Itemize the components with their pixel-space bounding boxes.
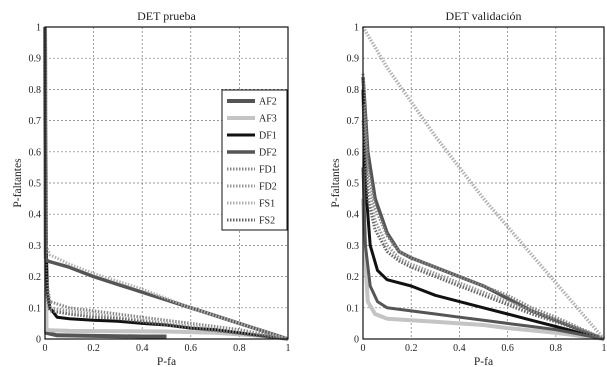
series-line-fs1 [43,26,289,341]
series-line-fd2 [361,104,605,341]
y-tick-label: 0.1 [347,303,360,314]
y-tick-label: 0.3 [29,241,42,252]
legend-box [221,89,288,231]
chart-title: DET validación [445,9,521,23]
det-prueba-chart: 0 0.2 0.4 0.6 0.8 1 0 0.1 0.2 0.3 0.4 0.5 0.6 0.7 0.8 0… [12,9,291,367]
legend-label-fd1: FD1 [259,165,277,176]
det-validacion-chart: 0 0.2 0.4 0.6 0.8 1 0 0.1 0.2 0.3 0.4 0.5 0.6 0.7 0.8 0… [330,9,607,367]
x-tick-label: 0 [43,343,48,354]
y-tick-label: 0.3 [347,241,360,252]
y-tick-label: 1 [36,23,41,34]
y-tick-label: 0.1 [29,303,42,314]
series-line-fs2 [43,26,289,341]
x-tick-label: 0.4 [453,343,466,354]
y-tick-label: 1 [354,23,359,34]
y-tick-label: 0.8 [29,85,42,96]
legend-label-fd2: FD2 [259,182,277,193]
y-tick-label: 0.6 [347,147,360,158]
x-tick-label: 0.2 [405,343,418,354]
legend-label-af3: AF3 [259,114,277,125]
y-tick-label: 0.5 [29,179,42,190]
legend-label-fs1: FS1 [259,199,275,210]
x-tick-label: 1 [602,343,607,354]
x-tick-label: 0 [361,343,366,354]
y-tick-label: 0.9 [347,54,360,65]
y-axis-label: P-faltantes [12,158,24,208]
legend-label-df1: DF1 [259,131,277,142]
series-line-df1 [361,89,605,341]
y-axis-label: P-faltantes [330,158,342,208]
x-tick-label: 0.8 [550,343,563,354]
x-tick-label: 0.2 [87,343,100,354]
x-axis-label: P-fa [474,356,493,367]
series-line-fd1 [361,73,605,341]
x-tick-label: 0.4 [136,343,149,354]
y-tick-label: 0 [36,335,41,346]
y-tick-label: 0.2 [347,272,360,283]
legend-label-fs2: FS2 [259,216,275,227]
x-tick-label: 0.6 [185,343,198,354]
x-tick-label: 0.6 [501,343,514,354]
y-tick-label: 0.6 [29,147,42,158]
series-line-fs1 [361,26,606,341]
legend-label-af2: AF2 [259,97,277,108]
y-tick-label: 0.2 [29,272,42,283]
x-tick-label: 1 [286,343,291,354]
x-axis-label: P-fa [157,356,176,367]
x-tick-label: 0.8 [233,343,246,354]
legend: AF2 AF3 DF1 DF2 FD1 FD2 FS1 FS2 [221,89,288,231]
y-tick-label: 0.5 [347,179,360,190]
series-line-fs2 [361,120,605,341]
y-tick-label: 0.4 [347,210,360,221]
y-tick-label: 0.9 [29,54,42,65]
y-tick-label: 0.7 [347,116,360,127]
series-line-af2 [361,76,605,341]
y-tick-label: 0.4 [29,210,42,221]
legend-label-df2: DF2 [259,148,277,159]
y-tick-label: 0 [354,335,359,346]
series-line-af3 [361,198,605,341]
y-tick-label: 0.7 [29,116,42,127]
chart-title: DET prueba [137,9,196,23]
plot-frame [44,26,289,340]
y-tick-label: 0.8 [347,85,360,96]
plot-frame [362,26,605,340]
series-line-df2 [361,167,605,341]
